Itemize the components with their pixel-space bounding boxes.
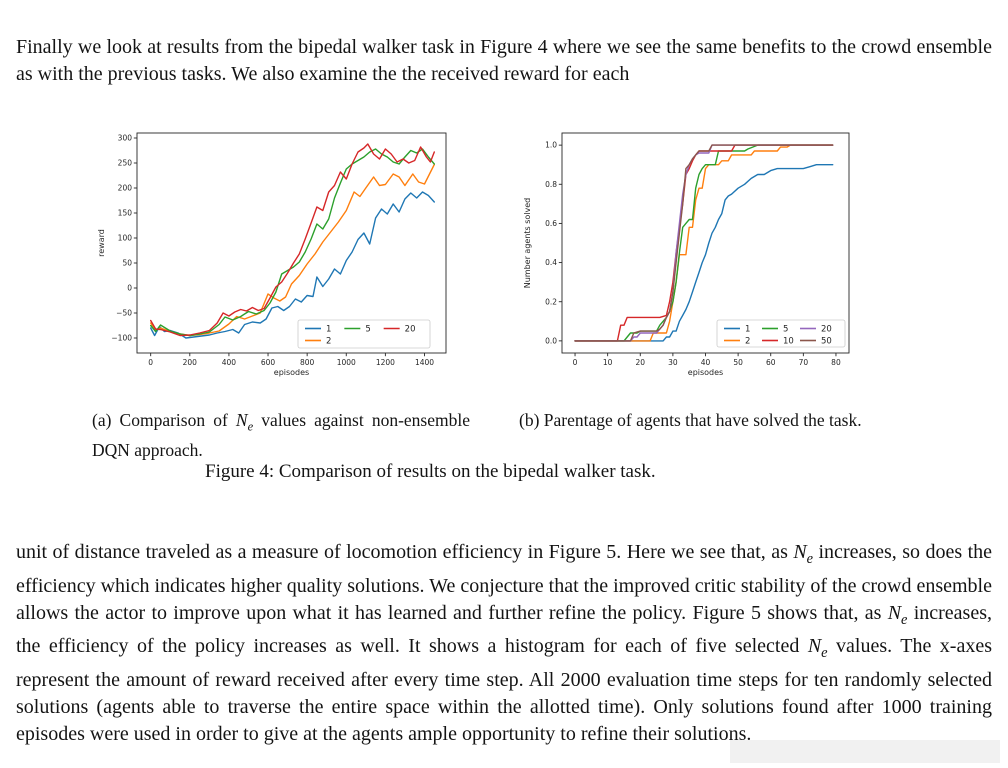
paragraph-top: Finally we look at results from the bipe… [16,36,992,85]
x-tick-label: 80 [831,358,841,367]
x-axis-label: episodes [688,368,723,377]
x-tick-label: 1000 [337,358,356,367]
fig4b-svg: 0 10 20 30 40 50 60 70 80 episodes 0.0 0.2 0.4 0.6 0.8… [523,132,850,377]
paragraph-bottom: unit of distance traveled as a measure o… [16,541,993,745]
series-line-20 [150,143,435,337]
y-tick-label: 0.2 [545,297,557,306]
y-tick-label: 300 [118,134,133,143]
x-tick-label: 0 [148,358,153,367]
legend: 1 2 5 10 20 50 [716,319,846,348]
subcaption-b: (b) Parentage of agents that have solved… [519,409,862,430]
legend-label-20: 20 [405,325,416,335]
axes-frame [136,132,447,354]
y-axis: −100 −50 0 50 100 150 200 250 300 reward [97,134,137,343]
y-tick-label: 0.8 [545,180,557,189]
series-line-1 [150,191,435,339]
y-tick-label: −100 [111,334,132,343]
x-tick-label: 40 [701,358,711,367]
x-tick-label: 60 [766,358,776,367]
legend-label-2: 2 [326,337,331,347]
y-tick-label: 150 [118,209,133,218]
legend-label-5: 5 [365,325,370,335]
y-axis-label: Number agents solved [523,198,532,289]
x-tick-label: 50 [733,358,743,367]
series-line-5 [150,148,435,337]
x-tick-label: 400 [222,358,237,367]
background-artifact [730,740,1000,763]
y-tick-label: −50 [116,309,132,318]
math-Ne: Ne [793,541,814,567]
y-axis-label: reward [97,229,106,257]
series-line-1 [574,164,834,342]
x-tick-label: 20 [635,358,645,367]
x-tick-label: 70 [799,358,809,367]
x-tick-label: 200 [183,358,198,367]
x-tick-label: 0 [573,358,578,367]
legend-frame [297,319,431,349]
series-line-50 [574,144,834,342]
subcaption-a: (a) Comparison of Ne values against non-… [92,409,470,461]
series-line-2 [150,163,435,337]
legend-label-50: 50 [821,337,832,347]
legend-label-10: 10 [783,337,794,347]
math-Ne: Ne [235,409,254,434]
fig4a-svg: 0 200 400 600 800 1000 1200 1400episodes−100−50… [97,132,447,377]
y-tick-label: 0.4 [545,258,557,267]
plot-series [150,143,435,339]
y-tick-label: 250 [118,159,133,168]
y-tick-label: 100 [118,234,133,243]
x-axis-label: episodes [274,368,309,377]
y-tick-label: 50 [122,259,132,268]
x-tick-label: 600 [261,358,276,367]
legend-label-1: 1 [745,325,750,335]
x-tick-label: 800 [300,358,315,367]
x-axis: 0 10 20 30 40 50 60 70 80 episodes [573,353,841,377]
y-tick-label: 0 [127,284,132,293]
figure-4a-chart: 0 200 400 600 800 1000 1200 1400 episodes −100 −50… [92,122,460,378]
y-tick-label: 1.0 [545,141,557,150]
x-tick-label: 1200 [376,358,395,367]
legend: 1 2 5 20 [297,319,431,349]
x-axis: 0 200 400 600 800 1000 1200 1400 episodes [148,353,434,377]
math-Ne: Ne [887,601,908,628]
x-tick-label: 1400 [415,358,434,367]
plot-series [574,144,834,342]
y-tick-label: 0.0 [545,336,557,345]
y-tick-label: 200 [118,184,133,193]
x-tick-label: 30 [668,358,678,367]
legend-label-1: 1 [326,325,331,335]
figure-4b-chart: 0 10 20 30 40 50 60 70 80 episodes 0.0 0.2 0.4 0.6 0.8… [515,122,890,378]
legend-label-5: 5 [783,325,788,335]
math-Ne: Ne [807,635,828,662]
legend-label-20: 20 [821,325,832,335]
legend-label-2: 2 [745,337,750,347]
x-tick-label: 10 [603,358,613,367]
y-tick-label: 0.6 [545,219,557,228]
y-axis: 0.0 0.2 0.4 0.6 0.8 1.0 Number agents solved [523,141,562,345]
figure-caption: Figure 4: Comparison of results on the b… [205,461,656,482]
series-line-2 [574,144,834,342]
